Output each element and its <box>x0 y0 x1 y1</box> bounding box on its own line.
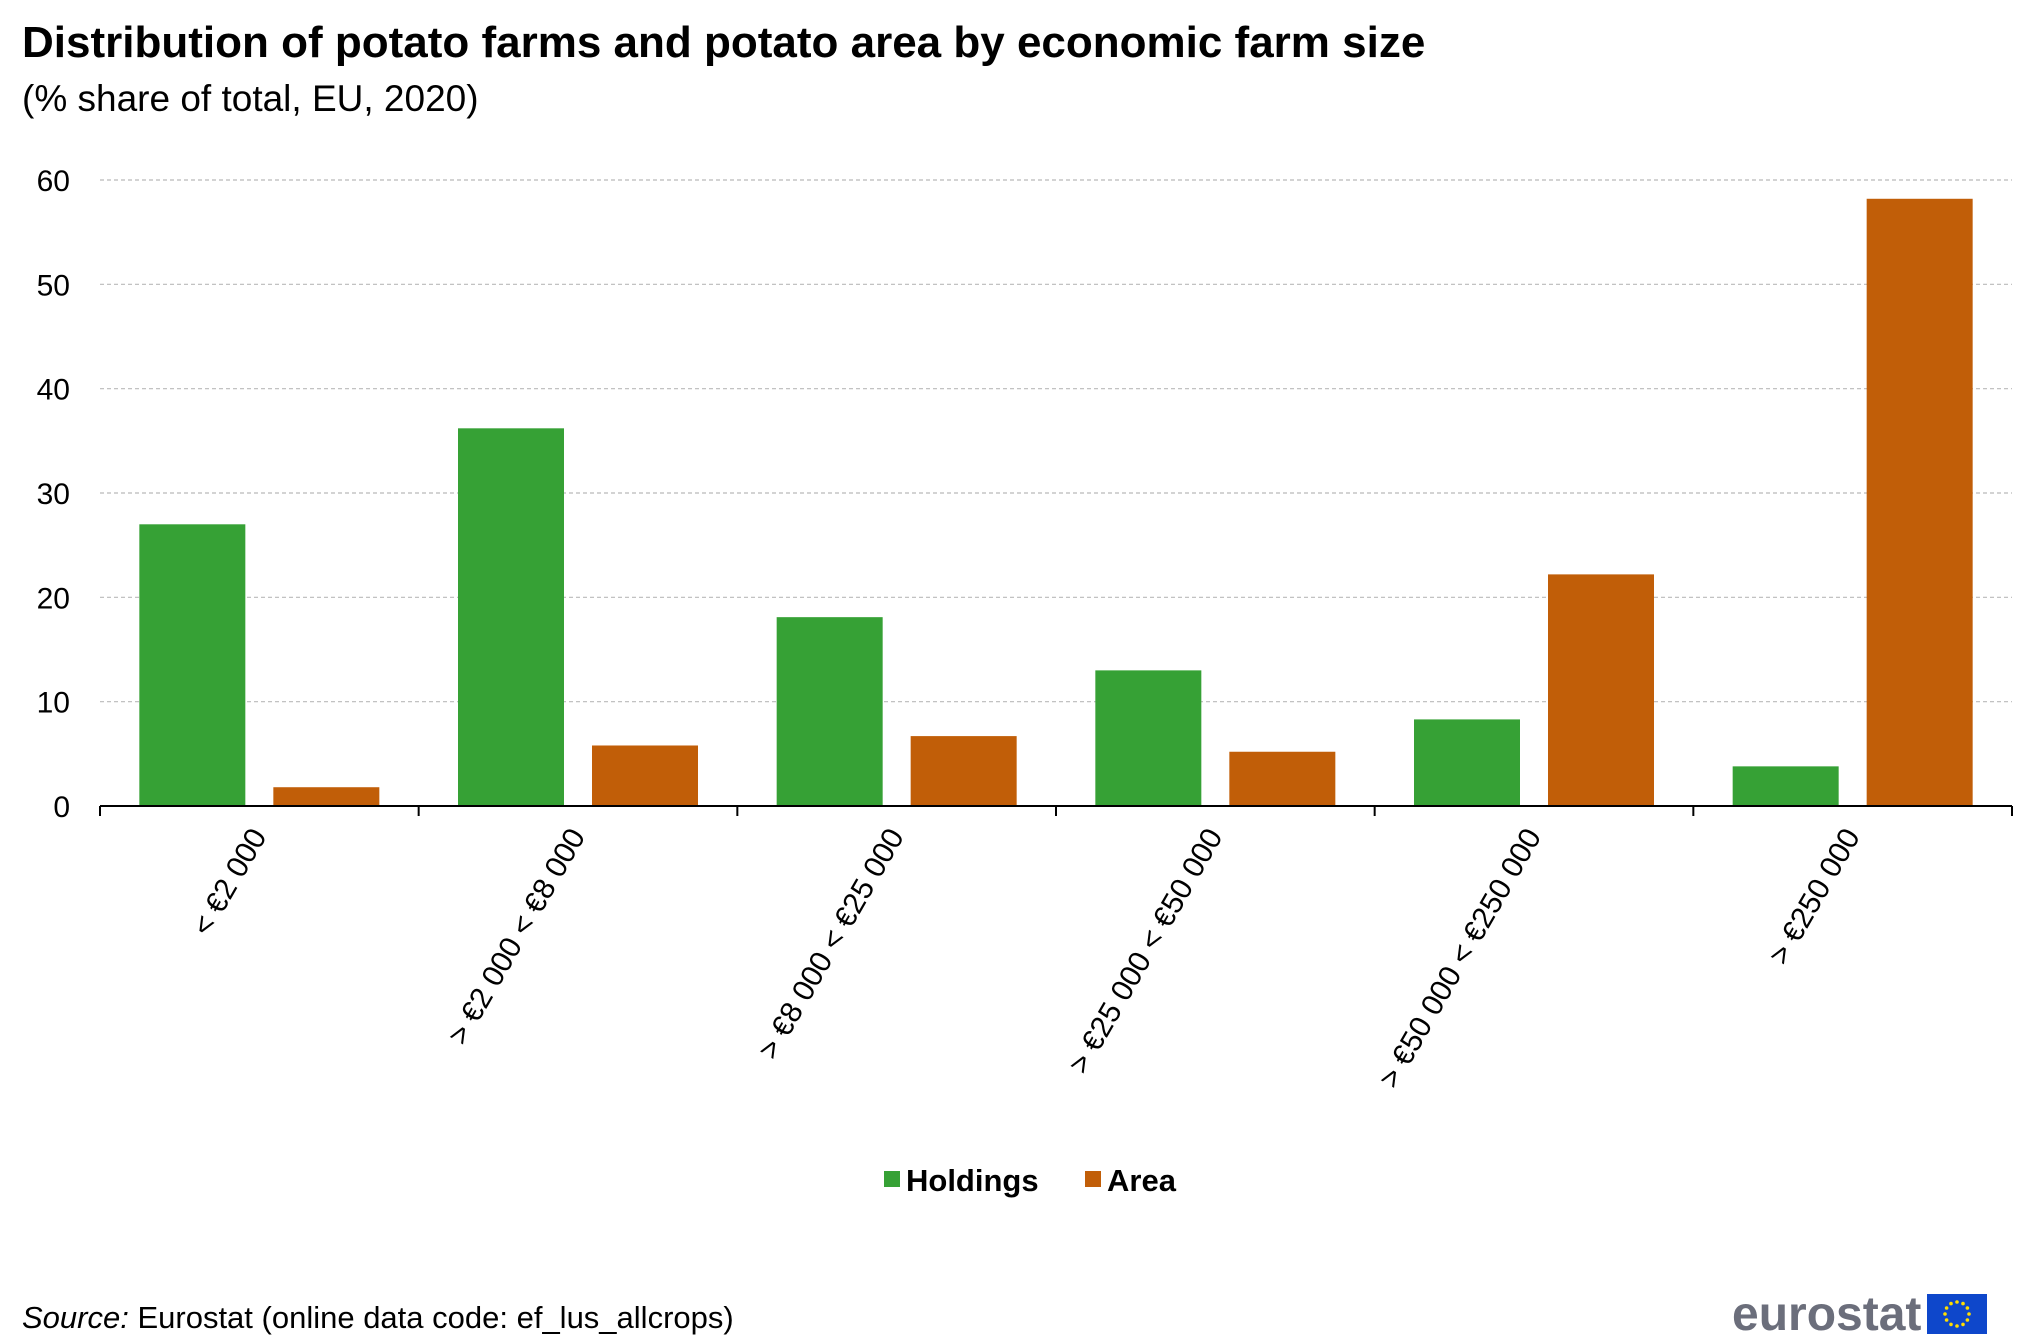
y-tick-label: 30 <box>37 478 70 511</box>
bar-area <box>910 736 1017 806</box>
source-text: Eurostat (online data code: ef_lus_allcr… <box>128 1300 734 1335</box>
bar-holdings <box>776 617 883 806</box>
chart-subtitle: (% share of total, EU, 2020) <box>22 78 479 119</box>
bar-holdings <box>139 524 246 806</box>
legend: Holdings Area <box>884 1163 1177 1198</box>
x-tick-label: > €250 000 <box>1763 823 1867 970</box>
flag-star <box>1965 1306 1970 1310</box>
chart-title: Distribution of potato farms and potato … <box>22 18 1426 67</box>
x-tick-label: < €2 000 <box>186 823 273 941</box>
legend-label: Holdings <box>906 1163 1039 1198</box>
bar-holdings <box>1732 766 1839 806</box>
flag-star <box>1945 1306 1949 1310</box>
bar-area <box>273 787 380 806</box>
bar-area <box>1866 198 1973 806</box>
flag-star <box>1961 1322 1966 1327</box>
bar-area <box>592 745 698 806</box>
flag-star <box>1955 1300 1960 1304</box>
gridlines <box>100 179 2012 703</box>
flag-star <box>1943 1312 1948 1316</box>
legend-swatch <box>1085 1171 1101 1187</box>
y-tick-label: 20 <box>37 582 70 615</box>
x-tick-label: > €2 000 < €8 000 <box>442 823 592 1050</box>
flag-star <box>1967 1312 1972 1316</box>
x-tick-label: > €8 000 < €25 000 <box>752 823 911 1065</box>
bars <box>139 198 1973 806</box>
y-tick-label: 50 <box>37 269 70 302</box>
y-tick-label: 0 <box>53 791 70 824</box>
flag-star <box>1949 1301 1954 1306</box>
legend-item-area: Area <box>1085 1163 1177 1198</box>
y-tick-label: 10 <box>37 687 70 720</box>
legend-swatch <box>884 1171 900 1187</box>
eu-flag-icon <box>1927 1294 1988 1334</box>
source-note: Source: Eurostat (online data code: ef_l… <box>22 1300 734 1336</box>
flag-star <box>1949 1322 1954 1327</box>
y-tick-label: 40 <box>37 374 70 407</box>
bar-area <box>1548 574 1654 806</box>
flag-star <box>1961 1301 1966 1306</box>
bar-holdings <box>1095 670 1202 806</box>
source-label: Source: <box>22 1300 129 1335</box>
x-tick-label: > €50 000 < €250 000 <box>1373 823 1548 1094</box>
flag-star <box>1945 1318 1949 1322</box>
bar-holdings <box>1414 719 1520 806</box>
legend-label: Area <box>1107 1163 1177 1198</box>
bar-holdings <box>458 428 564 806</box>
flag-star <box>1965 1318 1970 1322</box>
x-tick-label: > €25 000 < €50 000 <box>1062 823 1229 1079</box>
bar-area <box>1229 751 1336 806</box>
y-tick-label: 60 <box>37 165 70 198</box>
flag-star <box>1955 1324 1960 1328</box>
logo-text: eurostat <box>1732 1287 1922 1341</box>
eurostat-logo: eurostat <box>1732 1284 1988 1344</box>
axes: 0 10 20 30 40 50 60 < €2 000 > €2 000 < €8 000 > … <box>37 165 2013 1094</box>
legend-item-holdings: Holdings <box>884 1163 1039 1198</box>
